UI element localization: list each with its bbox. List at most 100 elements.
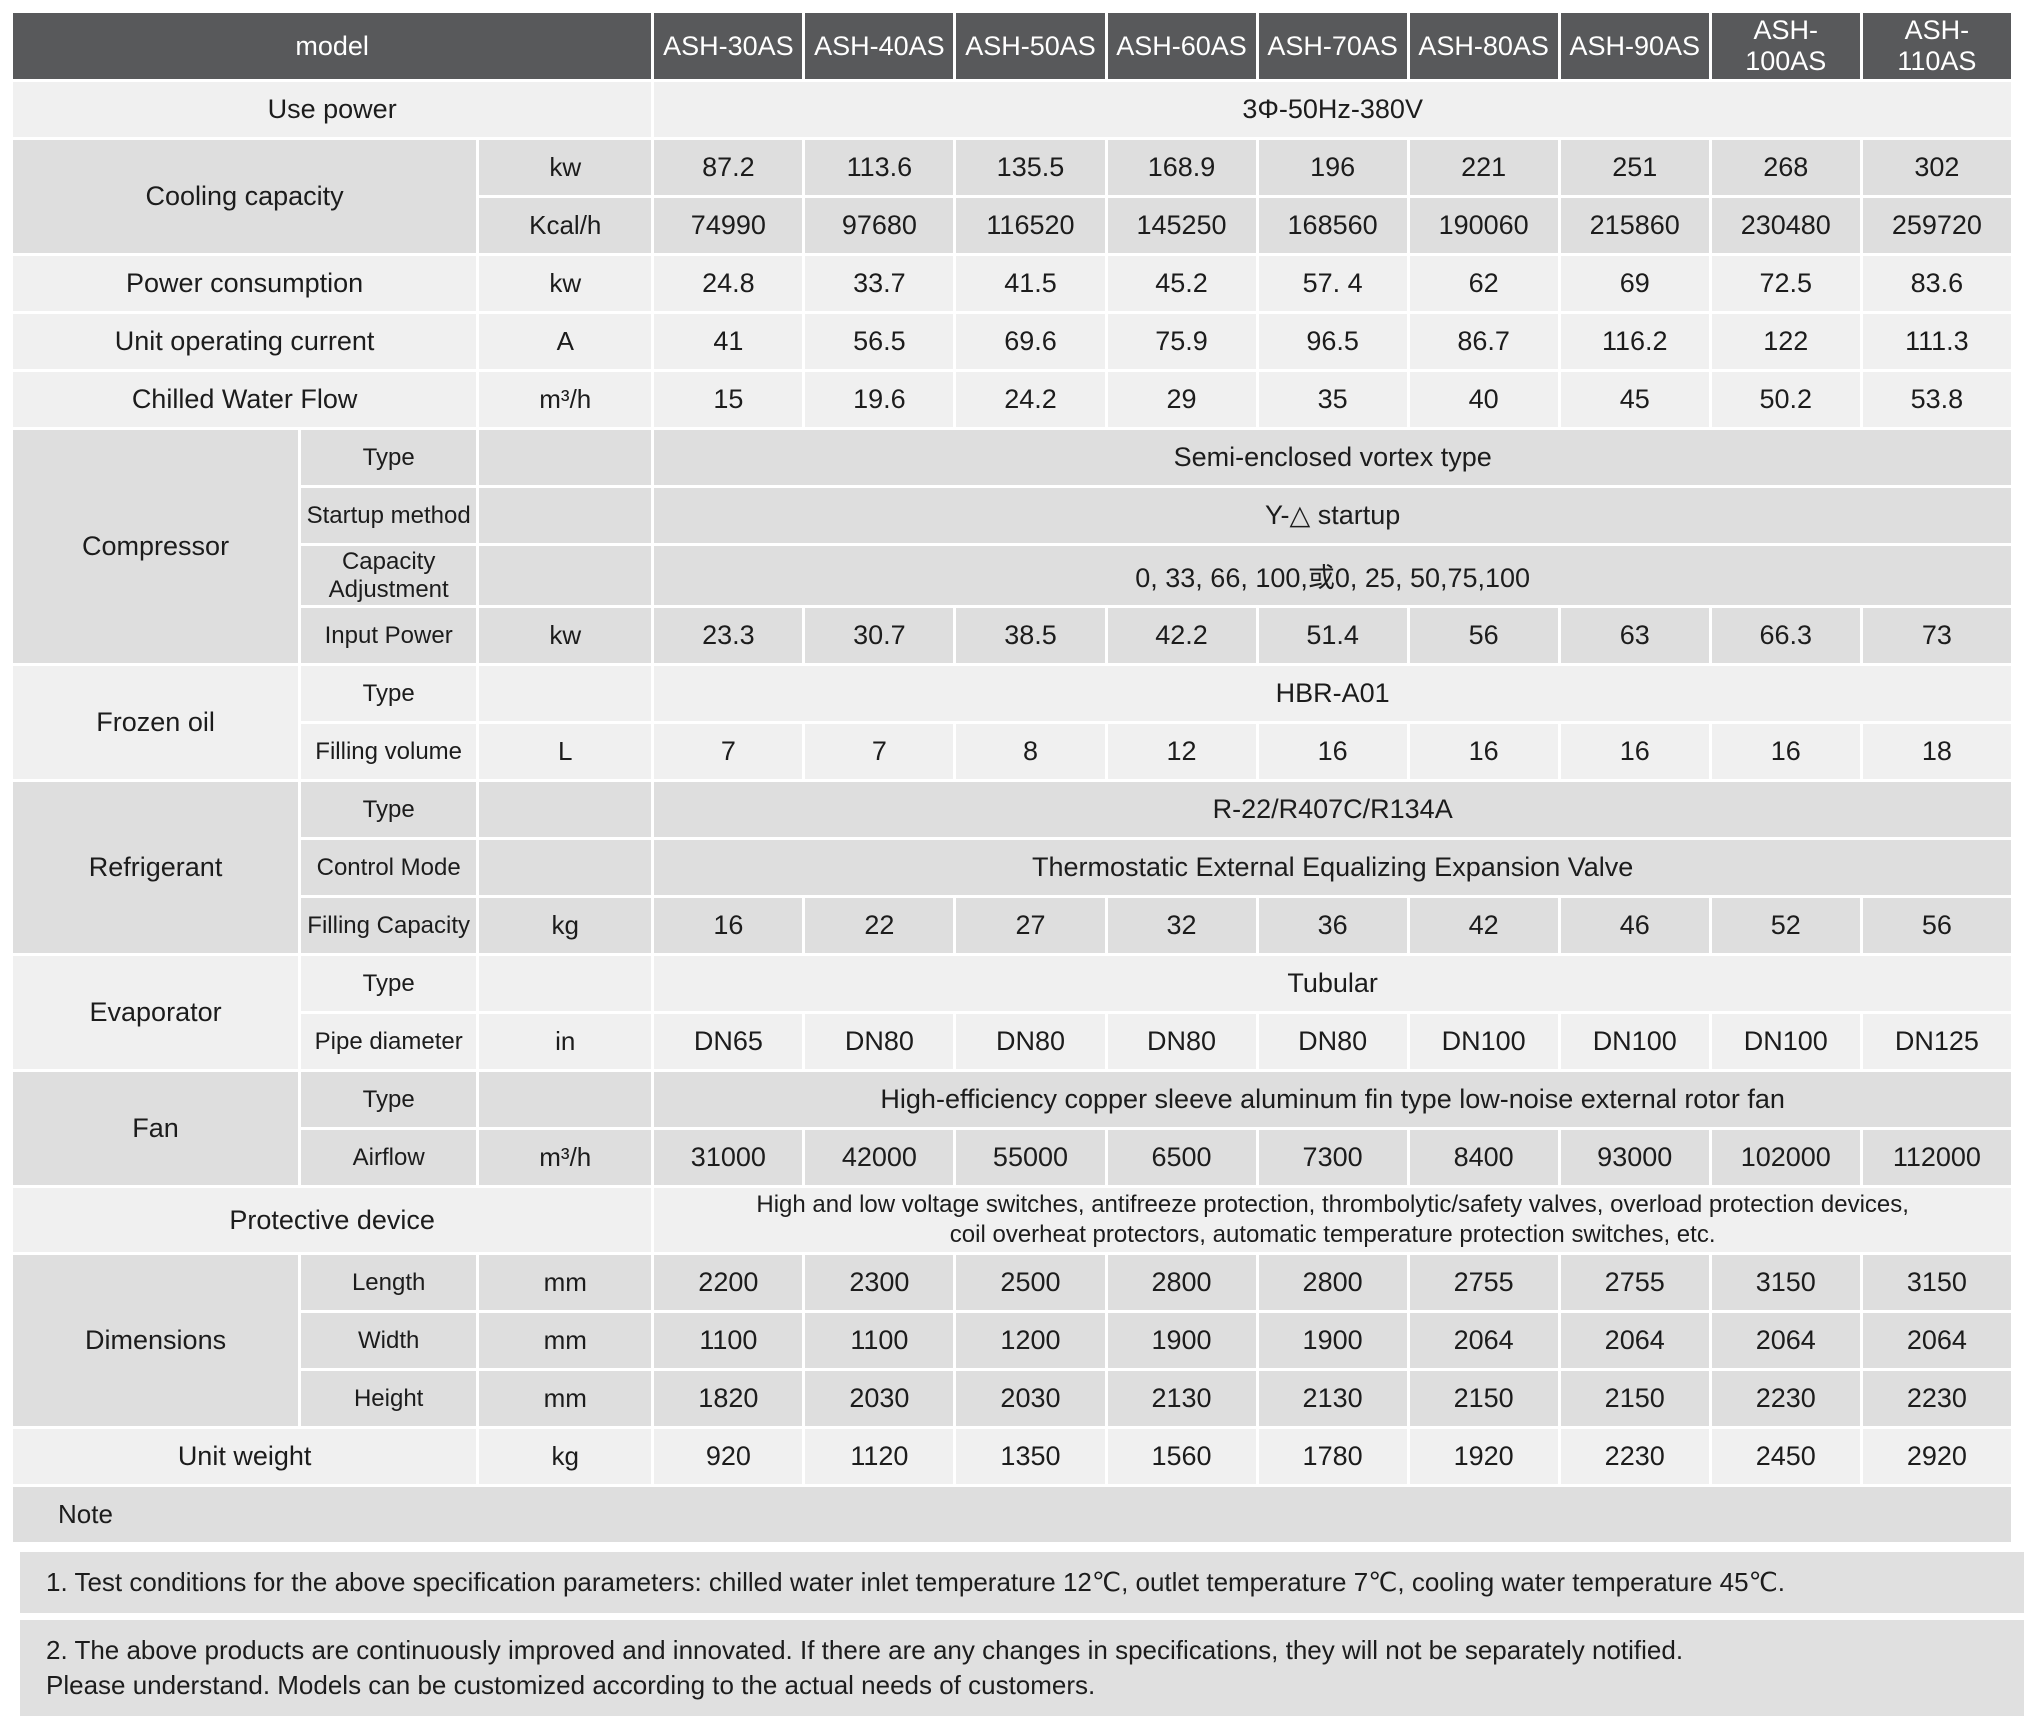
dimensions-width-row: Width mm 1100 1100 1200 1900 1900 2064 2064 206… — [13, 1313, 2011, 1369]
spec-value-cell: 31000 — [654, 1130, 803, 1186]
spec-value-cell: 52 — [1711, 898, 1860, 954]
protective-device-value: High and low voltage switches, antifreez… — [654, 1188, 2011, 1253]
spec-value-cell: 196 — [1258, 140, 1407, 195]
power-consumption-row: Power consumption kw 24.8 33.7 41.5 45.2 57.… — [13, 256, 2011, 311]
fan-type-label: Type — [301, 1072, 477, 1128]
chilled-water-flow-row: Chilled Water Flow m³/h 15 19.6 24.2 29 35 40… — [13, 372, 2011, 427]
spec-value-cell: 2450 — [1711, 1429, 1860, 1485]
model-header-cell: ASH-70AS — [1258, 13, 1407, 79]
unit-cell-empty — [479, 782, 652, 838]
spec-value-cell: 2200 — [654, 1255, 803, 1311]
spec-value-cell: 2230 — [1560, 1429, 1709, 1485]
startup-method-label: Startup method — [301, 488, 477, 543]
spec-value-cell: 1120 — [805, 1429, 954, 1485]
cooling-capacity-kcal-row: Kcal/h 74990 97680 116520 145250 168560 19006… — [13, 198, 2011, 253]
spec-value-cell: 1900 — [1258, 1313, 1407, 1369]
input-power-label: Input Power — [301, 608, 477, 664]
spec-value-cell: 168560 — [1258, 198, 1407, 253]
spec-value-cell: 102000 — [1711, 1130, 1860, 1186]
spec-value-cell: 1820 — [654, 1371, 803, 1427]
protective-device-line2: coil overheat protectors, automatic temp… — [949, 1221, 1716, 1249]
spec-value-cell: 168.9 — [1107, 140, 1256, 195]
power-consumption-label: Power consumption — [13, 256, 477, 311]
spec-value-cell: 2800 — [1107, 1255, 1256, 1311]
spec-value-cell: 35 — [1258, 372, 1407, 427]
spec-value-cell: 97680 — [805, 198, 954, 253]
spec-value-cell: 3150 — [1862, 1255, 2011, 1311]
spec-value-cell: 1100 — [654, 1313, 803, 1369]
control-mode-label: Control Mode — [301, 840, 477, 896]
refrigerant-label: Refrigerant — [13, 782, 299, 954]
spec-value-cell: 1200 — [956, 1313, 1105, 1369]
spec-value-cell: 2064 — [1560, 1313, 1709, 1369]
cooling-capacity-label: Cooling capacity — [13, 140, 477, 253]
spec-value-cell: 7 — [654, 724, 803, 780]
fan-type-value: High-efficiency copper sleeve aluminum f… — [654, 1072, 2011, 1128]
spec-value-cell: 2064 — [1711, 1313, 1860, 1369]
evaporator-type-value: Tubular — [654, 956, 2011, 1012]
spec-value-cell: 2230 — [1862, 1371, 2011, 1427]
unit-cell: mm — [479, 1371, 652, 1427]
spec-value-cell: 2150 — [1560, 1371, 1709, 1427]
unit-cell-empty — [479, 546, 652, 606]
note-2-line2: Please understand. Models can be customi… — [46, 1670, 1096, 1701]
spec-value-cell: 1900 — [1107, 1313, 1256, 1369]
refrigerant-filling-capacity-row: Filling Capacity kg 16 22 27 32 36 42 46 52 56 — [13, 898, 2011, 954]
spec-value-cell: 16 — [1258, 724, 1407, 780]
compressor-startup-row: Startup method Y-△ startup — [13, 488, 2011, 543]
compressor-capacity-adjustment-row: Capacity Adjustment 0, 33, 66, 100,或0, 2… — [13, 546, 2011, 606]
frozen-oil-type-label: Type — [301, 666, 477, 722]
spec-value-cell: 45.2 — [1107, 256, 1256, 311]
evaporator-pipe-diameter-row: Pipe diameter in DN65 DN80 DN80 DN80 DN80 DN1… — [13, 1014, 2011, 1070]
spec-value-cell: 29 — [1107, 372, 1256, 427]
spec-value-cell: 55000 — [956, 1130, 1105, 1186]
spec-value-cell: 51.4 — [1258, 608, 1407, 664]
unit-cell-empty — [479, 666, 652, 722]
spec-value-cell: 42.2 — [1107, 608, 1256, 664]
spec-value-cell: 8 — [956, 724, 1105, 780]
spec-value-cell: 2030 — [805, 1371, 954, 1427]
spec-value-cell: 2150 — [1409, 1371, 1558, 1427]
spec-value-cell: 2300 — [805, 1255, 954, 1311]
spec-value-cell: 74990 — [654, 198, 803, 253]
spec-value-cell: 1560 — [1107, 1429, 1256, 1485]
unit-cell: kw — [479, 608, 652, 664]
dimensions-label: Dimensions — [13, 1255, 299, 1427]
capacity-adjustment-label: Capacity Adjustment — [301, 546, 477, 606]
unit-cell: kg — [479, 1429, 652, 1485]
spec-value-cell: 46 — [1560, 898, 1709, 954]
spec-value-cell: 12 — [1107, 724, 1256, 780]
spec-value-cell: 112000 — [1862, 1130, 2011, 1186]
fan-airflow-row: Airflow m³/h 31000 42000 55000 6500 7300 8400… — [13, 1130, 2011, 1186]
note-2-line1: 2. The above products are continuously i… — [46, 1635, 1684, 1666]
spec-value-cell: 8400 — [1409, 1130, 1558, 1186]
spec-value-cell: 45 — [1560, 372, 1709, 427]
unit-cell: L — [479, 724, 652, 780]
spec-value-cell: 50.2 — [1711, 372, 1860, 427]
unit-cell: in — [479, 1014, 652, 1070]
spec-value-cell: 87.2 — [654, 140, 803, 195]
spec-value-cell: 16 — [1560, 724, 1709, 780]
frozen-oil-type-row: Frozen oil Type HBR-A01 — [13, 666, 2011, 780]
unit-cell-empty — [479, 430, 652, 485]
compressor-type-label: Type — [301, 430, 477, 485]
spec-value-cell: 251 — [1560, 140, 1709, 195]
operating-current-label: Unit operating current — [13, 314, 477, 369]
spec-value-cell: 2755 — [1560, 1255, 1709, 1311]
spec-value-cell: 72.5 — [1711, 256, 1860, 311]
spec-value-cell: DN80 — [1107, 1014, 1256, 1070]
spec-value-cell: 63 — [1560, 608, 1709, 664]
spec-value-cell: 18 — [1862, 724, 2011, 780]
spec-value-cell: 2800 — [1258, 1255, 1407, 1311]
filling-capacity-label: Filling Capacity — [301, 898, 477, 954]
evaporator-type-row: Evaporator Type Tubular — [13, 956, 2011, 1070]
spec-value-cell: 57. 4 — [1258, 256, 1407, 311]
spec-value-cell: 1780 — [1258, 1429, 1407, 1485]
model-header-cell: ASH-110AS — [1862, 13, 2011, 79]
spec-value-cell: 2500 — [956, 1255, 1105, 1311]
dimensions-height-row: Height mm 1820 2030 2030 2130 2130 2150 2150 22… — [13, 1371, 2011, 1427]
spec-value-cell: 73 — [1862, 608, 2011, 664]
refrigerant-type-label: Type — [301, 782, 477, 838]
spec-value-cell: 69 — [1560, 256, 1709, 311]
